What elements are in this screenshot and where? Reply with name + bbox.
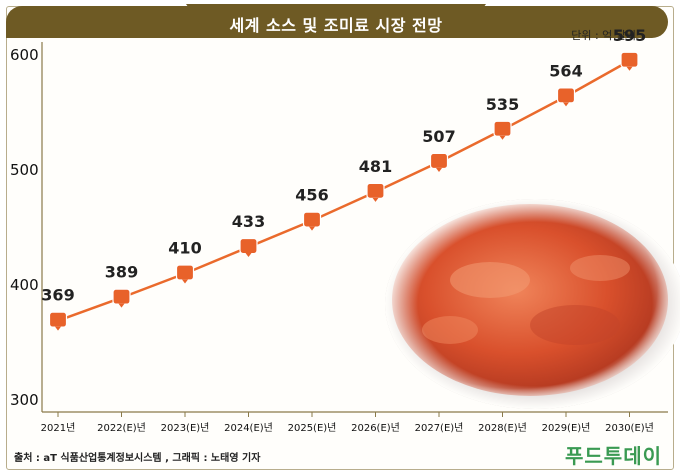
data-point: 535 [486,95,519,140]
data-marker [302,211,322,228]
data-marker-pointer [118,303,125,308]
x-tick-label: 2030(E)년 [605,422,654,434]
data-marker-pointer [436,167,442,172]
x-tick-label: 2026(E)년 [351,422,400,434]
data-point: 369 [41,286,75,331]
data-marker [620,51,639,68]
data-point: 564 [549,61,583,107]
source-text: 출처 : aT 식품산업통계정보시스템 , 그래픽 : 노태영 기자 [14,453,261,464]
data-label: 507 [422,127,455,146]
data-label: 410 [168,239,201,258]
data-marker-pointer [55,326,61,331]
data-marker [175,264,195,281]
data-label: 595 [613,26,646,45]
data-point: 481 [359,157,392,202]
data-marker [112,288,131,305]
sauce-photo [385,199,680,409]
data-marker-pointer [182,279,188,284]
data-label: 481 [359,157,392,176]
x-tick-label: 2023(E)년 [161,422,210,434]
data-point: 595 [613,26,646,71]
y-tick-label: 300 [10,391,39,409]
data-marker-pointer [499,135,506,140]
chart-title: 세계 소스 및 조미료 시장 전망 [229,16,443,35]
y-tick-label: 400 [10,276,39,294]
data-marker-pointer [245,253,252,258]
data-marker [493,120,512,137]
data-label: 535 [486,95,519,114]
data-point: 433 [232,212,265,258]
unit-label: 단위 : 억 달러 [571,29,636,42]
x-tick-label: 2024(E)년 [224,422,273,434]
data-label: 564 [549,61,582,80]
data-marker [48,311,68,328]
data-label: 389 [105,263,138,282]
data-marker [239,237,258,255]
y-tick-label: 500 [10,161,39,179]
data-point: 507 [422,127,456,172]
data-point: 410 [168,239,202,284]
series-line [57,59,631,322]
x-tick-label: 2027(E)년 [415,422,464,434]
data-label: 433 [232,212,265,231]
brand-logo: 푸드투데이 [565,444,662,468]
data-marker [366,182,385,199]
data-marker-pointer [309,226,315,231]
data-marker-pointer [563,102,569,107]
data-marker [556,87,576,104]
data-marker-pointer [626,66,633,71]
data-marker [429,152,449,170]
x-tick-label: 2022(E)년 [97,422,146,434]
data-label: 369 [41,286,74,305]
title-tab [186,4,486,38]
data-point: 456 [295,186,329,231]
data-point: 389 [105,263,138,308]
data-label: 456 [295,186,328,205]
y-tick-label: 600 [10,46,39,64]
data-marker-pointer [372,197,379,202]
x-tick-label: 2028(E)년 [478,422,527,434]
x-tick-label: 2025(E)년 [288,422,337,434]
x-tick-label: 2021년 [41,422,76,434]
x-tick-label: 2029(E)년 [542,422,591,434]
